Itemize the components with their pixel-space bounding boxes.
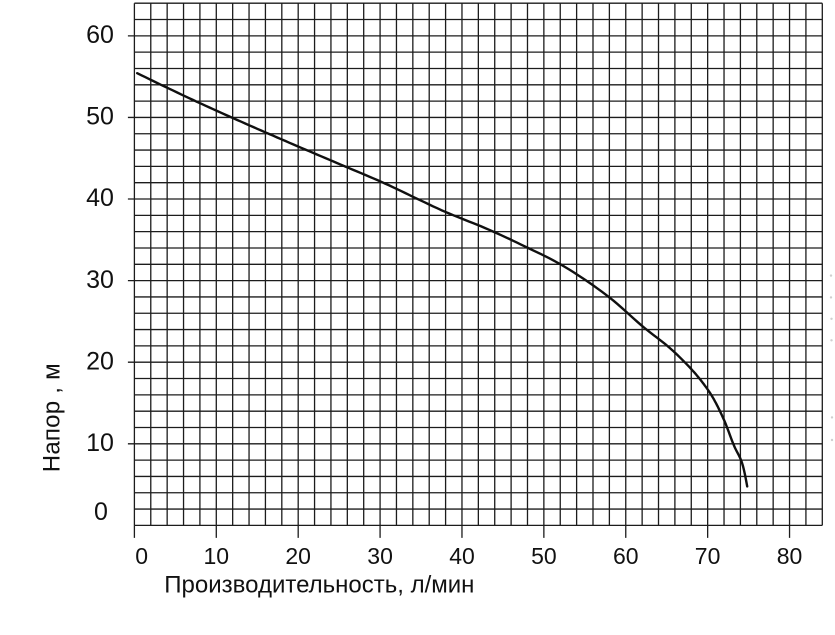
svg-text:Производительность, л/мин: Производительность, л/мин (164, 571, 474, 598)
svg-text:Напор , м: Напор , м (39, 363, 66, 472)
svg-text:70: 70 (695, 543, 721, 569)
svg-text:10: 10 (86, 429, 114, 457)
svg-text:50: 50 (86, 103, 114, 131)
svg-text:60: 60 (613, 543, 639, 569)
svg-text:50: 50 (531, 543, 557, 569)
svg-text:80: 80 (777, 543, 803, 569)
svg-text:0: 0 (135, 543, 148, 569)
svg-text:30: 30 (367, 543, 393, 569)
svg-text:40: 40 (449, 543, 475, 569)
svg-text:40: 40 (86, 184, 114, 212)
svg-text:20: 20 (86, 347, 114, 375)
svg-text:30: 30 (86, 266, 114, 294)
svg-text:0: 0 (94, 498, 108, 526)
svg-text:20: 20 (285, 543, 311, 569)
svg-text:10: 10 (204, 543, 230, 569)
svg-text:60: 60 (86, 21, 114, 49)
